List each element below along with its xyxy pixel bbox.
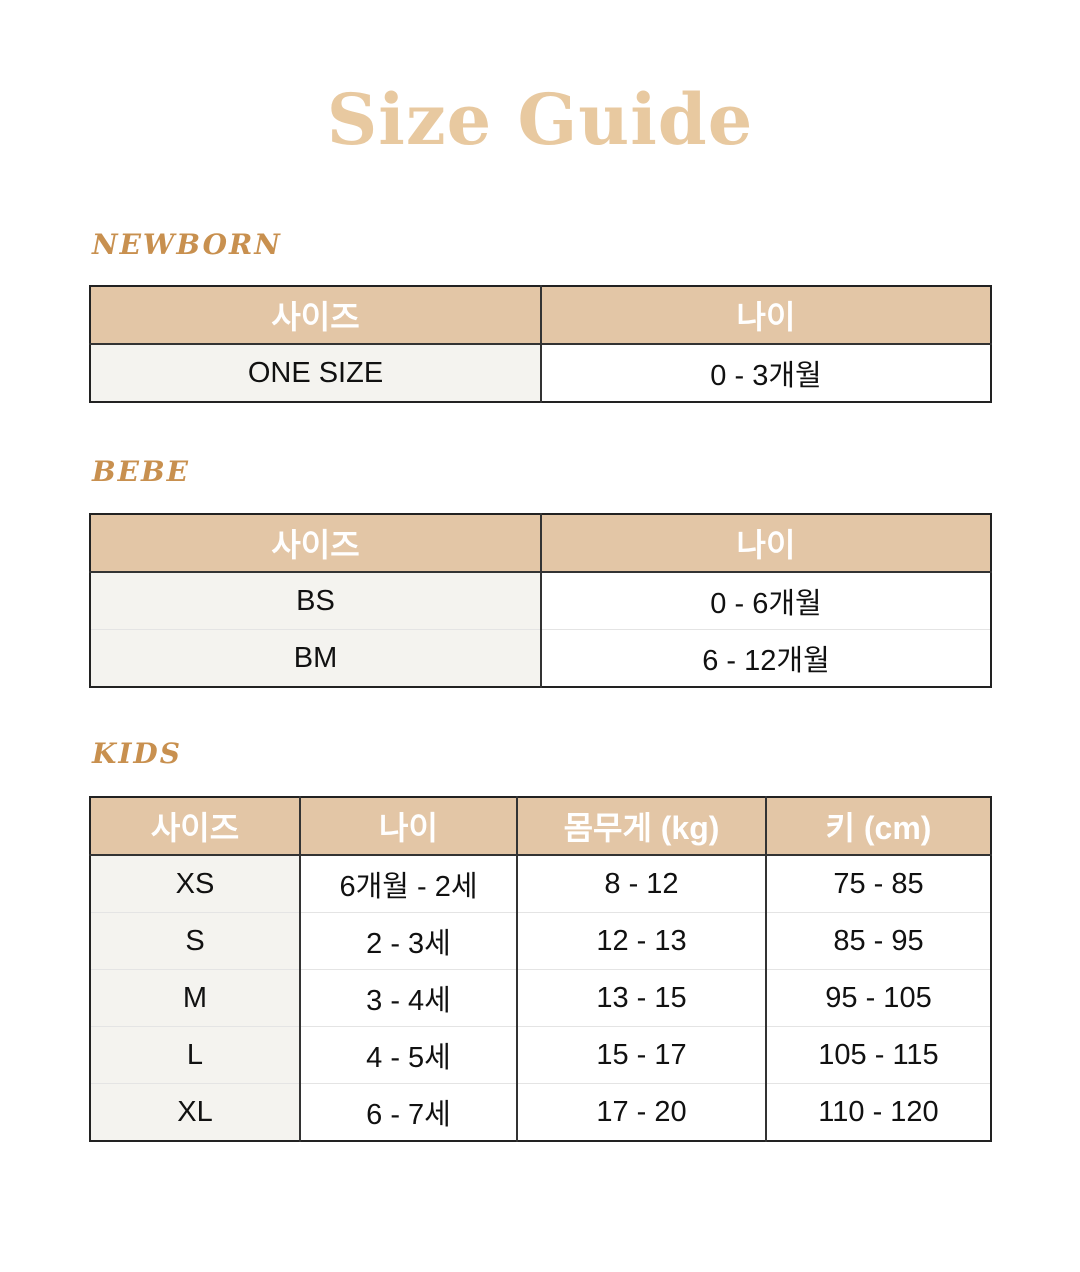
cell-size: L <box>90 1026 300 1084</box>
table-header-row: 사이즈 나이 <box>90 514 991 573</box>
cell-size: XL <box>90 1083 300 1141</box>
table-row: XL 6 - 7세 17 - 20 110 - 120 <box>90 1083 991 1141</box>
section-title-bebe: BEBE <box>92 455 191 488</box>
bebe-size-table: 사이즈 나이 BS 0 - 6개월 BM 6 - 12개월 <box>89 513 992 688</box>
cell-weight: 8 - 12 <box>516 855 766 913</box>
cell-age: 0 - 3개월 <box>540 344 991 402</box>
header-age: 나이 <box>540 514 991 573</box>
cell-weight: 12 - 13 <box>516 912 766 970</box>
page-title: Size Guide <box>326 78 754 161</box>
section-title-kids: KIDS <box>92 737 182 770</box>
header-size: 사이즈 <box>90 797 300 856</box>
cell-age: 6개월 - 2세 <box>299 855 517 913</box>
cell-age: 0 - 6개월 <box>540 572 991 630</box>
cell-age: 6 - 7세 <box>299 1083 517 1141</box>
header-size: 사이즈 <box>90 514 541 573</box>
header-age: 나이 <box>299 797 517 856</box>
cell-size: S <box>90 912 300 970</box>
cell-size: BM <box>90 629 541 687</box>
table-header-row: 사이즈 나이 <box>90 286 991 345</box>
cell-age: 2 - 3세 <box>299 912 517 970</box>
cell-size: M <box>90 969 300 1027</box>
cell-age: 3 - 4세 <box>299 969 517 1027</box>
table-row: S 2 - 3세 12 - 13 85 - 95 <box>90 912 991 970</box>
cell-size: XS <box>90 855 300 913</box>
table-row: BM 6 - 12개월 <box>90 629 991 687</box>
table-row: M 3 - 4세 13 - 15 95 - 105 <box>90 969 991 1027</box>
table-header-row: 사이즈 나이 몸무게 (kg) 키 (cm) <box>90 797 991 856</box>
cell-weight: 17 - 20 <box>516 1083 766 1141</box>
cell-height: 75 - 85 <box>765 855 991 913</box>
header-size: 사이즈 <box>90 286 541 345</box>
cell-weight: 13 - 15 <box>516 969 766 1027</box>
cell-size: BS <box>90 572 541 630</box>
table-row: L 4 - 5세 15 - 17 105 - 115 <box>90 1026 991 1084</box>
cell-height: 85 - 95 <box>765 912 991 970</box>
cell-height: 105 - 115 <box>765 1026 991 1084</box>
cell-age: 4 - 5세 <box>299 1026 517 1084</box>
header-age: 나이 <box>540 286 991 345</box>
table-row: XS 6개월 - 2세 8 - 12 75 - 85 <box>90 855 991 913</box>
section-title-newborn: NEWBORN <box>92 228 282 261</box>
kids-size-table: 사이즈 나이 몸무게 (kg) 키 (cm) XS 6개월 - 2세 8 - 1… <box>89 796 992 1142</box>
header-height: 키 (cm) <box>765 797 991 856</box>
cell-age: 6 - 12개월 <box>540 629 991 687</box>
table-row: BS 0 - 6개월 <box>90 572 991 630</box>
cell-weight: 15 - 17 <box>516 1026 766 1084</box>
cell-height: 95 - 105 <box>765 969 991 1027</box>
newborn-size-table: 사이즈 나이 ONE SIZE 0 - 3개월 <box>89 285 992 403</box>
cell-height: 110 - 120 <box>765 1083 991 1141</box>
cell-size: ONE SIZE <box>90 344 541 402</box>
table-row: ONE SIZE 0 - 3개월 <box>90 344 991 402</box>
header-weight: 몸무게 (kg) <box>516 797 766 856</box>
